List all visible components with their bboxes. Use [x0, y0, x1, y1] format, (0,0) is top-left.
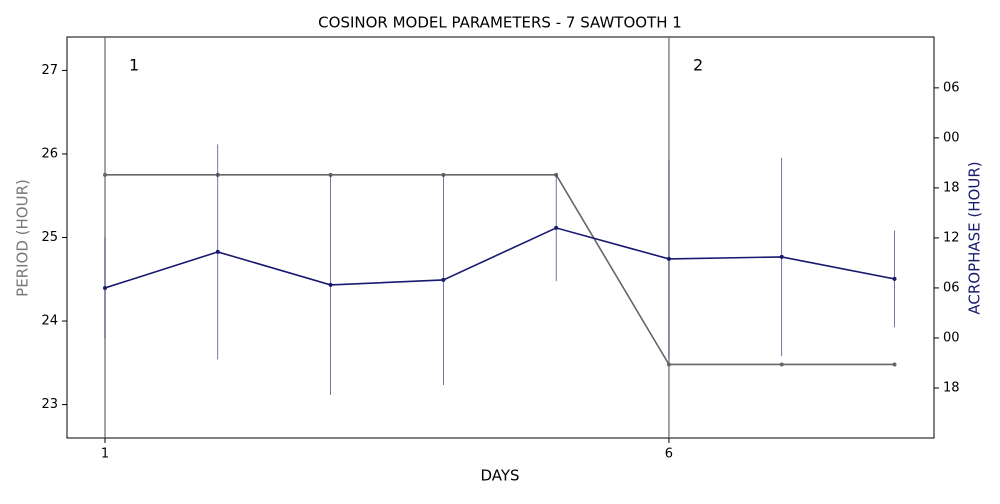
y-axis-label: PERIOD (HOUR)	[14, 179, 32, 297]
point	[328, 282, 333, 287]
point	[554, 225, 559, 230]
point	[103, 172, 108, 177]
series-line	[105, 174, 895, 366]
y-tick-label: 27	[41, 63, 58, 78]
chart-title: COSINOR MODEL PARAMETERS - 7 SAWTOOTH 1	[318, 14, 682, 32]
y2-tick-label: 18	[943, 180, 960, 195]
point	[779, 362, 784, 367]
y2-tick-label: 12	[943, 230, 960, 245]
y-tick-label: 26	[41, 146, 58, 161]
point	[779, 254, 784, 259]
plot-frame	[66, 36, 935, 439]
annotation-label: 1	[129, 56, 139, 75]
x-axis-label: DAYS	[480, 467, 519, 485]
point	[441, 172, 446, 177]
y2-axis-label: ACROPHASE (HOUR)	[966, 161, 984, 314]
y-tick-label: 24	[41, 314, 58, 329]
series-line	[104, 227, 895, 289]
y-tick-label: 23	[41, 397, 58, 412]
point	[215, 249, 220, 254]
point	[892, 276, 897, 281]
y2-tick-label: 06	[943, 280, 960, 295]
x-tick-label: 6	[665, 447, 673, 462]
y2-tick-label: 00	[943, 130, 960, 145]
annotation-label: 2	[693, 56, 703, 75]
point	[892, 362, 897, 367]
x-tick-label: 1	[101, 447, 109, 462]
point	[666, 362, 671, 367]
y-tick-label: 25	[41, 230, 58, 245]
point	[666, 256, 671, 261]
point	[103, 285, 108, 290]
y2-tick-label: 00	[943, 330, 960, 345]
point	[441, 277, 446, 282]
y2-tick-label: 18	[943, 380, 960, 395]
y2-tick-label: 06	[943, 80, 960, 95]
point	[328, 172, 333, 177]
